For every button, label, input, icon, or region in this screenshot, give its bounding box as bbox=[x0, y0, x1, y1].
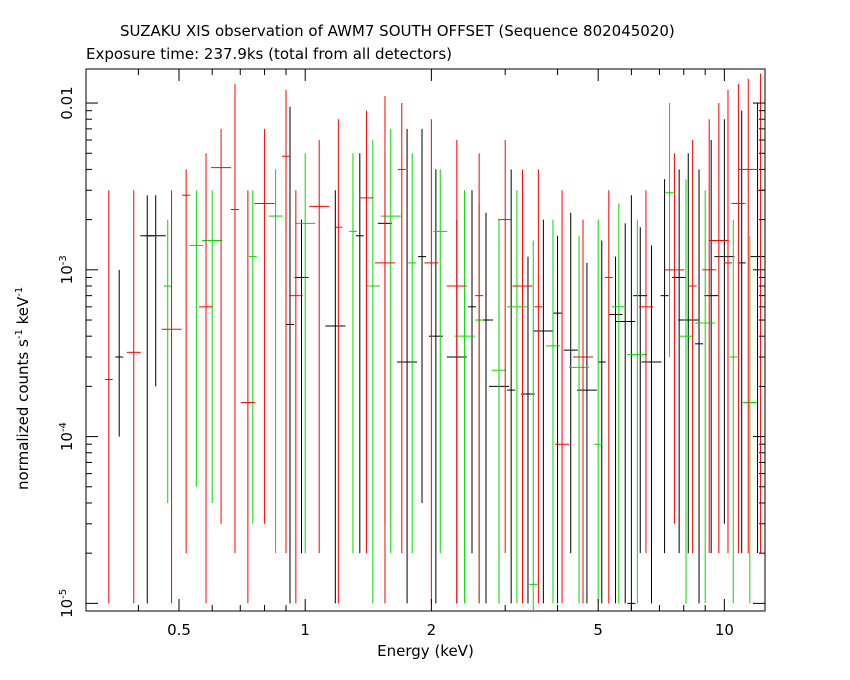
chart-subtitle: Exposure time: 237.9ks (total from all d… bbox=[86, 45, 453, 63]
y-tick-label: 10-4 bbox=[58, 422, 76, 451]
x-tick-label: 0.5 bbox=[167, 621, 191, 639]
chart-title: SUZAKU XIS observation of AWM7 SOUTH OFF… bbox=[120, 22, 675, 40]
plot-frame bbox=[85, 68, 766, 612]
x-tick-label: 1 bbox=[300, 621, 310, 639]
data-marks bbox=[104, 73, 765, 611]
series-2 bbox=[104, 73, 765, 604]
x-tick-label: 10 bbox=[715, 621, 734, 639]
axis-ticks: 0.5 1 2 5 10 10-5 10-4 10-3 0.01 bbox=[58, 69, 765, 639]
y-tick-label: 0.01 bbox=[58, 86, 76, 119]
y-tick-label: 10-5 bbox=[58, 589, 76, 618]
x-tick-label: 5 bbox=[593, 621, 603, 639]
x-axis-label: Energy (keV) bbox=[377, 642, 474, 660]
y-tick-label: 10-3 bbox=[58, 255, 76, 284]
x-tick-label: 2 bbox=[427, 621, 437, 639]
